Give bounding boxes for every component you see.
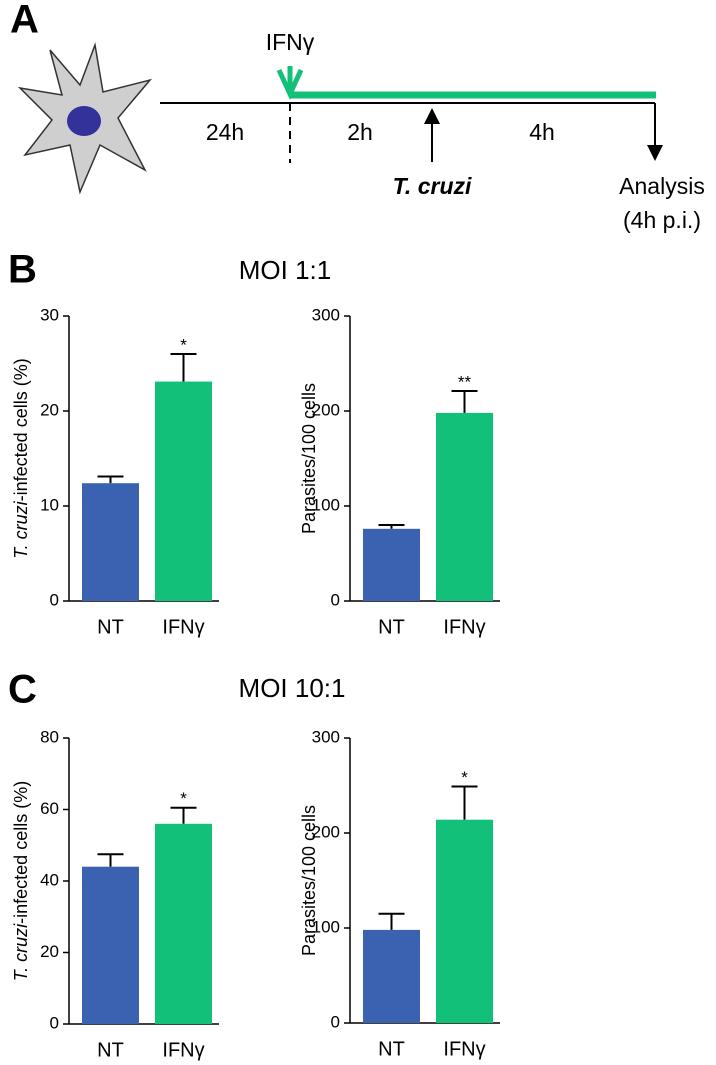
y-axis-label-part: -infected cells (%) <box>11 358 31 501</box>
y-tick-label: 200 <box>312 822 340 841</box>
y-axis-label: Parasites/100 cells <box>299 805 319 956</box>
bar <box>363 528 420 601</box>
y-tick-label: 20 <box>40 942 59 961</box>
y-tick-label: 40 <box>40 870 59 889</box>
section-title: MOI 10:1 <box>239 673 346 703</box>
bar <box>155 381 212 601</box>
panel-label: B <box>8 248 37 292</box>
bar <box>436 412 493 601</box>
bar <box>82 483 139 601</box>
x-tick-label: NT <box>378 1038 405 1060</box>
y-tick-label: 80 <box>40 727 59 746</box>
x-tick-label: IFNγ <box>443 1038 485 1060</box>
y-tick-label: 100 <box>312 495 340 514</box>
stimulus-label: IFNγ <box>266 29 315 55</box>
analysis-note: (4h p.i.) <box>623 207 701 233</box>
bar <box>82 866 139 1024</box>
y-tick-label: 0 <box>331 1012 340 1031</box>
significance: * <box>461 768 468 787</box>
x-tick-label: IFNγ <box>443 616 485 638</box>
significance: * <box>180 789 187 808</box>
y-tick-label: 0 <box>50 1013 59 1032</box>
x-tick-label: IFNγ <box>162 616 204 638</box>
x-tick-label: NT <box>97 616 124 638</box>
y-tick-label: 0 <box>50 590 59 609</box>
nucleus <box>67 106 101 136</box>
y-axis-label-part: -infected cells (%) <box>11 781 31 924</box>
analysis-label: Analysis <box>619 173 705 199</box>
stimulus-arrow <box>276 66 304 101</box>
arrow-head <box>647 145 663 161</box>
y-axis-label-part: T. cruzi <box>11 500 31 558</box>
panel-label: C <box>8 668 37 712</box>
x-tick-label: NT <box>378 616 405 638</box>
y-tick-label: 10 <box>40 495 59 514</box>
y-tick-label: 20 <box>40 400 59 419</box>
bar <box>155 823 212 1024</box>
y-axis-label-part: T. cruzi <box>11 923 31 981</box>
y-axis-label: Parasites/100 cells <box>299 383 319 534</box>
y-tick-label: 200 <box>312 400 340 419</box>
y-tick-label: 0 <box>331 590 340 609</box>
panel-label: A <box>10 0 39 42</box>
bar <box>436 819 493 1023</box>
y-axis-label-part: Parasites/100 cells <box>299 383 319 534</box>
y-axis-label: T. cruzi-infected cells (%) <box>11 781 31 981</box>
infection-label: T. cruzi <box>393 173 472 199</box>
bar <box>363 929 420 1023</box>
y-tick-label: 300 <box>312 305 340 324</box>
significance: * <box>180 335 187 354</box>
arrow-head <box>424 108 440 124</box>
y-axis-label-part: Parasites/100 cells <box>299 805 319 956</box>
significance: ** <box>458 373 472 392</box>
interval-label: 24h <box>206 119 244 145</box>
x-tick-label: IFNγ <box>162 1039 204 1061</box>
x-tick-label: NT <box>97 1039 124 1061</box>
y-tick-label: 300 <box>312 727 340 746</box>
y-tick-label: 100 <box>312 917 340 936</box>
y-tick-label: 60 <box>40 799 59 818</box>
interval-label: 2h <box>347 119 373 145</box>
y-tick-label: 30 <box>40 305 59 324</box>
section-title: MOI 1:1 <box>239 255 331 285</box>
interval-label: 4h <box>529 119 555 145</box>
y-axis-label: T. cruzi-infected cells (%) <box>11 358 31 558</box>
